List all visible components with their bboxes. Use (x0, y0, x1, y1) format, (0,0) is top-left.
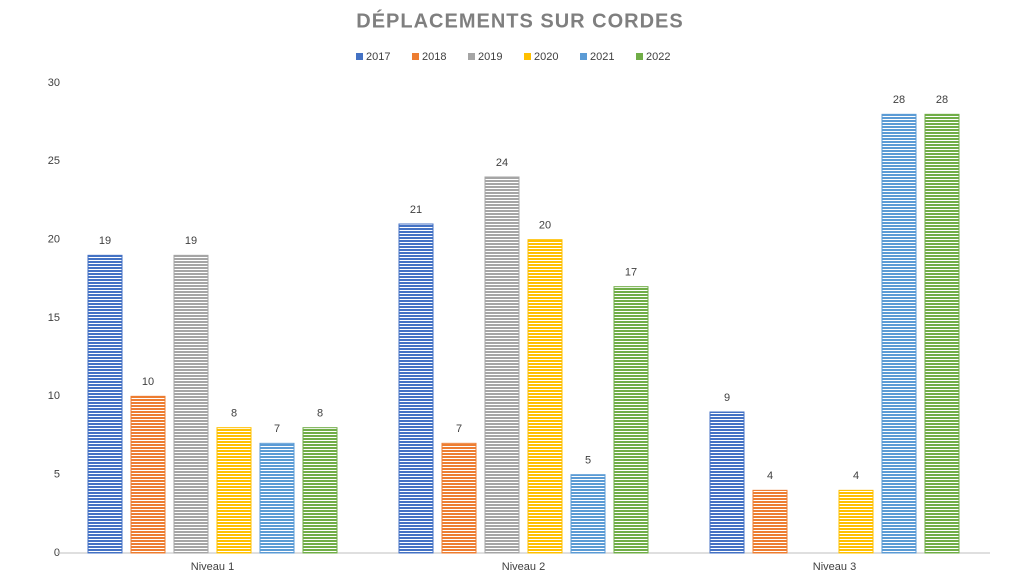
bar (924, 113, 960, 554)
y-tick-label: 25 (48, 155, 60, 167)
bar (441, 442, 477, 554)
data-label: 8 (231, 408, 237, 420)
bar (752, 489, 788, 554)
legend-swatch (356, 53, 363, 60)
data-label: 28 (893, 94, 905, 106)
y-tick-label: 15 (48, 312, 60, 324)
bar (613, 286, 649, 554)
bar (484, 176, 520, 554)
data-label: 20 (539, 220, 551, 232)
bar (398, 223, 434, 554)
data-label: 19 (185, 235, 197, 247)
data-label: 4 (853, 470, 859, 482)
bar (838, 489, 874, 554)
bar (130, 395, 166, 554)
bar (570, 474, 606, 554)
legend-swatch (580, 53, 587, 60)
y-tick-label: 10 (48, 390, 60, 402)
legend-label: 2021 (590, 51, 614, 63)
chart-title: DÉPLACEMENTS SUR CORDES (356, 9, 683, 32)
bar (173, 254, 209, 554)
x-tick-label: Niveau 3 (813, 561, 856, 573)
data-label: 10 (142, 376, 154, 388)
bar (259, 442, 295, 554)
data-label: 19 (99, 235, 111, 247)
legend-swatch (468, 53, 475, 60)
bar (881, 113, 917, 554)
data-label: 5 (585, 455, 591, 467)
bar (527, 239, 563, 554)
legend-label: 2020 (534, 51, 558, 63)
legend-label: 2022 (646, 51, 670, 63)
legend-label: 2018 (422, 51, 446, 63)
x-tick-label: Niveau 1 (191, 561, 234, 573)
data-label: 4 (767, 470, 773, 482)
data-label: 24 (496, 157, 508, 169)
legend-swatch (412, 53, 419, 60)
data-label: 21 (410, 204, 422, 216)
y-tick-label: 5 (54, 469, 60, 481)
data-label: 8 (317, 408, 323, 420)
bar (302, 427, 338, 554)
y-tick-label: 30 (48, 77, 60, 89)
data-label: 9 (724, 392, 730, 404)
x-tick-label: Niveau 2 (502, 561, 545, 573)
legend-label: 2017 (366, 51, 390, 63)
data-label: 28 (936, 94, 948, 106)
data-label: 7 (456, 423, 462, 435)
bar (216, 427, 252, 554)
legend-swatch (636, 53, 643, 60)
y-tick-label: 20 (48, 234, 60, 246)
y-tick-label: 0 (54, 547, 60, 559)
data-label: 7 (274, 423, 280, 435)
legend-swatch (524, 53, 531, 60)
bar (87, 254, 123, 554)
legend-label: 2019 (478, 51, 502, 63)
data-label: 17 (625, 267, 637, 279)
bar (709, 411, 745, 554)
